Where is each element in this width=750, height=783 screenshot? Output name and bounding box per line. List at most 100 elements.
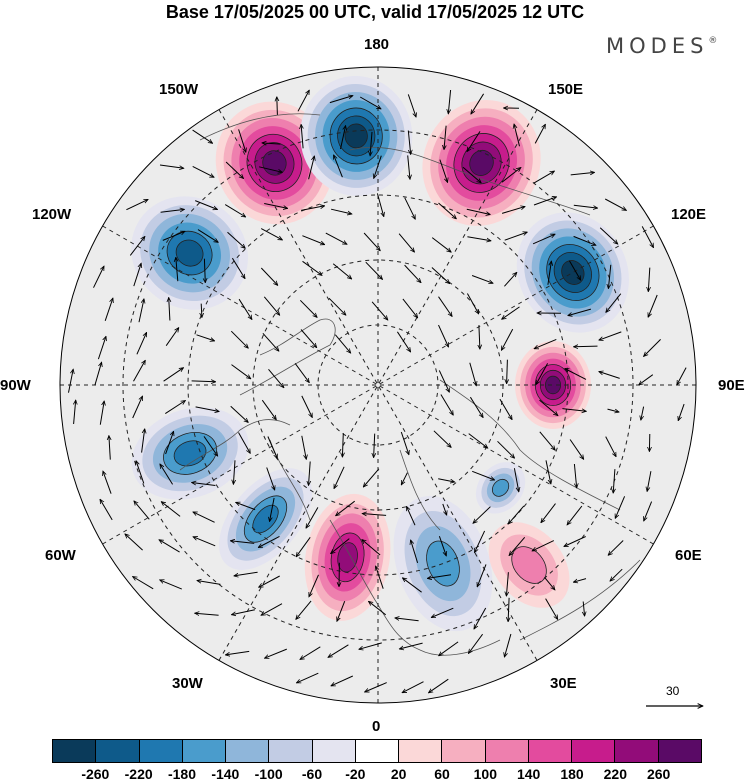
wind-vector xyxy=(376,566,384,589)
wind-vector xyxy=(431,237,451,253)
wind-vector xyxy=(336,500,356,516)
wind-vector xyxy=(334,334,350,353)
wind-vector xyxy=(68,369,74,393)
wind-vector xyxy=(204,258,205,283)
wind-vector xyxy=(267,436,277,459)
coastline xyxy=(349,146,591,216)
wind-vector xyxy=(134,501,150,520)
wind-vector xyxy=(533,171,555,184)
colorbar-cell xyxy=(138,740,182,762)
coastline xyxy=(439,379,621,511)
colorbar-cell xyxy=(614,740,658,762)
modes-logo: MODES® xyxy=(606,34,718,58)
wind-vector xyxy=(573,235,596,245)
negative-anomaly-center xyxy=(131,196,248,310)
wind-vector xyxy=(266,467,275,491)
wind-vector xyxy=(438,536,446,556)
wind-vector xyxy=(407,155,410,179)
wind-vector xyxy=(340,126,346,150)
wind-vector xyxy=(230,405,249,422)
wind-vector xyxy=(477,564,487,586)
wind-vector xyxy=(471,93,485,114)
meridian-line xyxy=(102,225,654,545)
wind-vector xyxy=(103,471,112,494)
wind-vector xyxy=(301,124,303,149)
colorbar-cell xyxy=(398,740,442,762)
wind-vector xyxy=(225,161,243,179)
wind-vector xyxy=(159,540,180,553)
wind-vector xyxy=(309,461,311,486)
wind-vector xyxy=(599,227,618,244)
colorbar-cell xyxy=(225,740,269,762)
wind-vector xyxy=(160,209,185,213)
colorbar-tick-label: -260 xyxy=(81,766,110,782)
colorbar-cell xyxy=(311,740,355,762)
wind-vector xyxy=(431,267,450,284)
wind-vector xyxy=(125,534,143,551)
wind-vector xyxy=(564,536,586,547)
wind-vector xyxy=(402,578,422,593)
colorbar-cell xyxy=(95,740,139,762)
wind-vector xyxy=(359,96,381,109)
wind-vector xyxy=(606,293,622,313)
wind-vector xyxy=(201,303,202,318)
lon-label-90w: 90W xyxy=(0,377,31,394)
wind-vector xyxy=(404,197,416,220)
wind-vector xyxy=(534,124,545,144)
wind-vector xyxy=(231,257,245,278)
negative-anomaly-center xyxy=(475,462,526,514)
wind-vector xyxy=(468,633,484,653)
wind-vector xyxy=(192,165,214,177)
wind-vector xyxy=(431,607,454,617)
wind-vector xyxy=(479,325,480,349)
wind-vector xyxy=(362,540,381,556)
colorbar-cell xyxy=(53,740,96,762)
wind-vector xyxy=(545,598,558,620)
wind-vector xyxy=(536,363,549,384)
wind-vector xyxy=(176,257,178,282)
colorbar-cell xyxy=(571,740,615,762)
wind-vector xyxy=(230,330,248,348)
colorbar-tick-label: 180 xyxy=(560,766,584,782)
wind-vector xyxy=(225,650,250,655)
wind-vector xyxy=(567,505,583,525)
wind-vector xyxy=(539,399,558,416)
colorbar-tick-label: 140 xyxy=(516,766,541,782)
wind-vector xyxy=(570,172,595,176)
wind-vector xyxy=(569,439,584,460)
wind-vector xyxy=(369,601,387,616)
wind-vector xyxy=(109,436,110,460)
lon-label-120e: 120E xyxy=(671,206,707,223)
wind-vector xyxy=(399,642,423,649)
wind-vector xyxy=(238,298,252,319)
wind-vector xyxy=(301,435,307,460)
wind-vector xyxy=(568,260,580,280)
wind-vector xyxy=(407,130,410,155)
wind-reference-label: 30 xyxy=(666,684,680,698)
wind-vector xyxy=(534,338,557,348)
wind-vector xyxy=(136,461,145,484)
wind-vector xyxy=(469,396,483,417)
wind-vector xyxy=(169,298,170,321)
lon-label-90e: 90E xyxy=(718,377,745,394)
lon-label-60e: 60E xyxy=(675,547,702,564)
wind-vector xyxy=(605,436,616,457)
wind-vector xyxy=(238,432,251,454)
wind-vector xyxy=(342,433,343,457)
colorbar-cell xyxy=(441,740,485,762)
wind-vector xyxy=(641,226,653,247)
wind-vector xyxy=(234,571,258,576)
wind-vector xyxy=(129,236,145,256)
wind-vector xyxy=(508,597,509,622)
colorbar-tick-label: 20 xyxy=(390,766,407,782)
wind-vector xyxy=(613,469,615,493)
wind-vector xyxy=(400,431,409,455)
wind-vector xyxy=(469,362,477,386)
wind-vector xyxy=(162,231,185,241)
coastline xyxy=(329,519,501,656)
wind-vector xyxy=(508,505,525,524)
colorbar-tick-label: -180 xyxy=(167,766,197,782)
wind-vector xyxy=(191,381,216,382)
wind-vector xyxy=(133,263,141,287)
